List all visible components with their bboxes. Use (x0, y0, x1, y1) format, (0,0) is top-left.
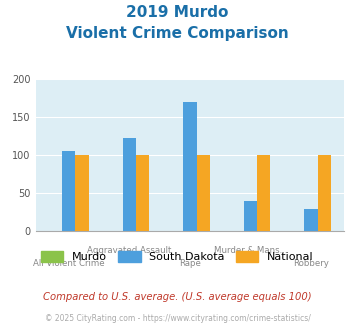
Bar (62, 150, 76, 231)
Text: Rape: Rape (179, 259, 201, 268)
Text: All Violent Crime: All Violent Crime (33, 259, 105, 268)
Legend: Murdo, South Dakota, National: Murdo, South Dakota, National (37, 247, 318, 267)
Text: 2019 Murdo: 2019 Murdo (126, 5, 229, 20)
Text: Aggravated Assault: Aggravated Assault (87, 246, 171, 255)
Bar (76, 155, 89, 231)
Bar (136, 155, 149, 231)
Bar (244, 201, 257, 231)
Bar (183, 102, 197, 231)
Text: Murder & Mans...: Murder & Mans... (214, 246, 287, 255)
Text: Robbery: Robbery (293, 259, 329, 268)
Text: Violent Crime Comparison: Violent Crime Comparison (66, 26, 289, 41)
Text: Compared to U.S. average. (U.S. average equals 100): Compared to U.S. average. (U.S. average … (43, 292, 312, 302)
Bar (197, 155, 210, 231)
Bar (304, 209, 318, 231)
Bar (318, 155, 331, 231)
Bar (257, 155, 271, 231)
Text: © 2025 CityRating.com - https://www.cityrating.com/crime-statistics/: © 2025 CityRating.com - https://www.city… (45, 314, 310, 323)
Bar (123, 138, 136, 231)
